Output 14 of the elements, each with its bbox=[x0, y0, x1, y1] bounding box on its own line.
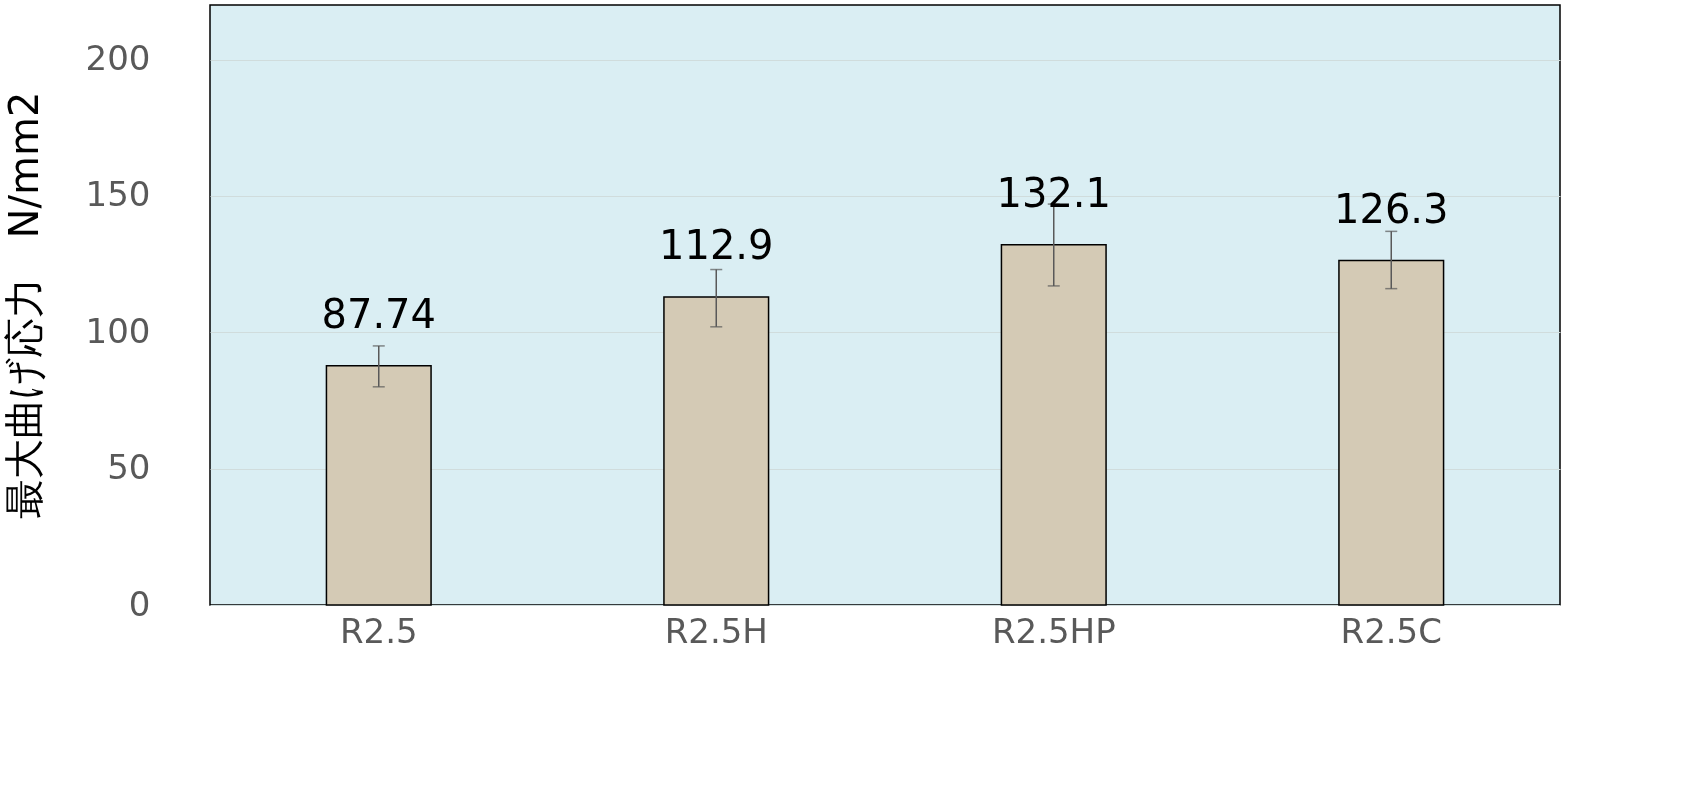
data-label: 132.1 bbox=[996, 169, 1112, 216]
x-tick-label: R2.5HP bbox=[991, 610, 1116, 651]
x-tick-label: R2.5H bbox=[664, 610, 768, 651]
data-label: 112.9 bbox=[658, 222, 774, 269]
x-tick-label: R2.5C bbox=[1340, 610, 1442, 651]
y-tick-label: 100 bbox=[85, 310, 151, 351]
y-tick-label: 200 bbox=[85, 38, 151, 79]
x-tick-label: R2.5 bbox=[339, 610, 418, 651]
data-label: 126.3 bbox=[1333, 185, 1449, 232]
y-tick-label: 150 bbox=[85, 174, 151, 215]
y-tick-label: 0 bbox=[128, 583, 151, 624]
y-axis-title: 最大曲げ応力 N/mm2 bbox=[0, 91, 47, 520]
data-label: 87.74 bbox=[321, 290, 437, 337]
y-tick-label: 50 bbox=[107, 447, 151, 488]
